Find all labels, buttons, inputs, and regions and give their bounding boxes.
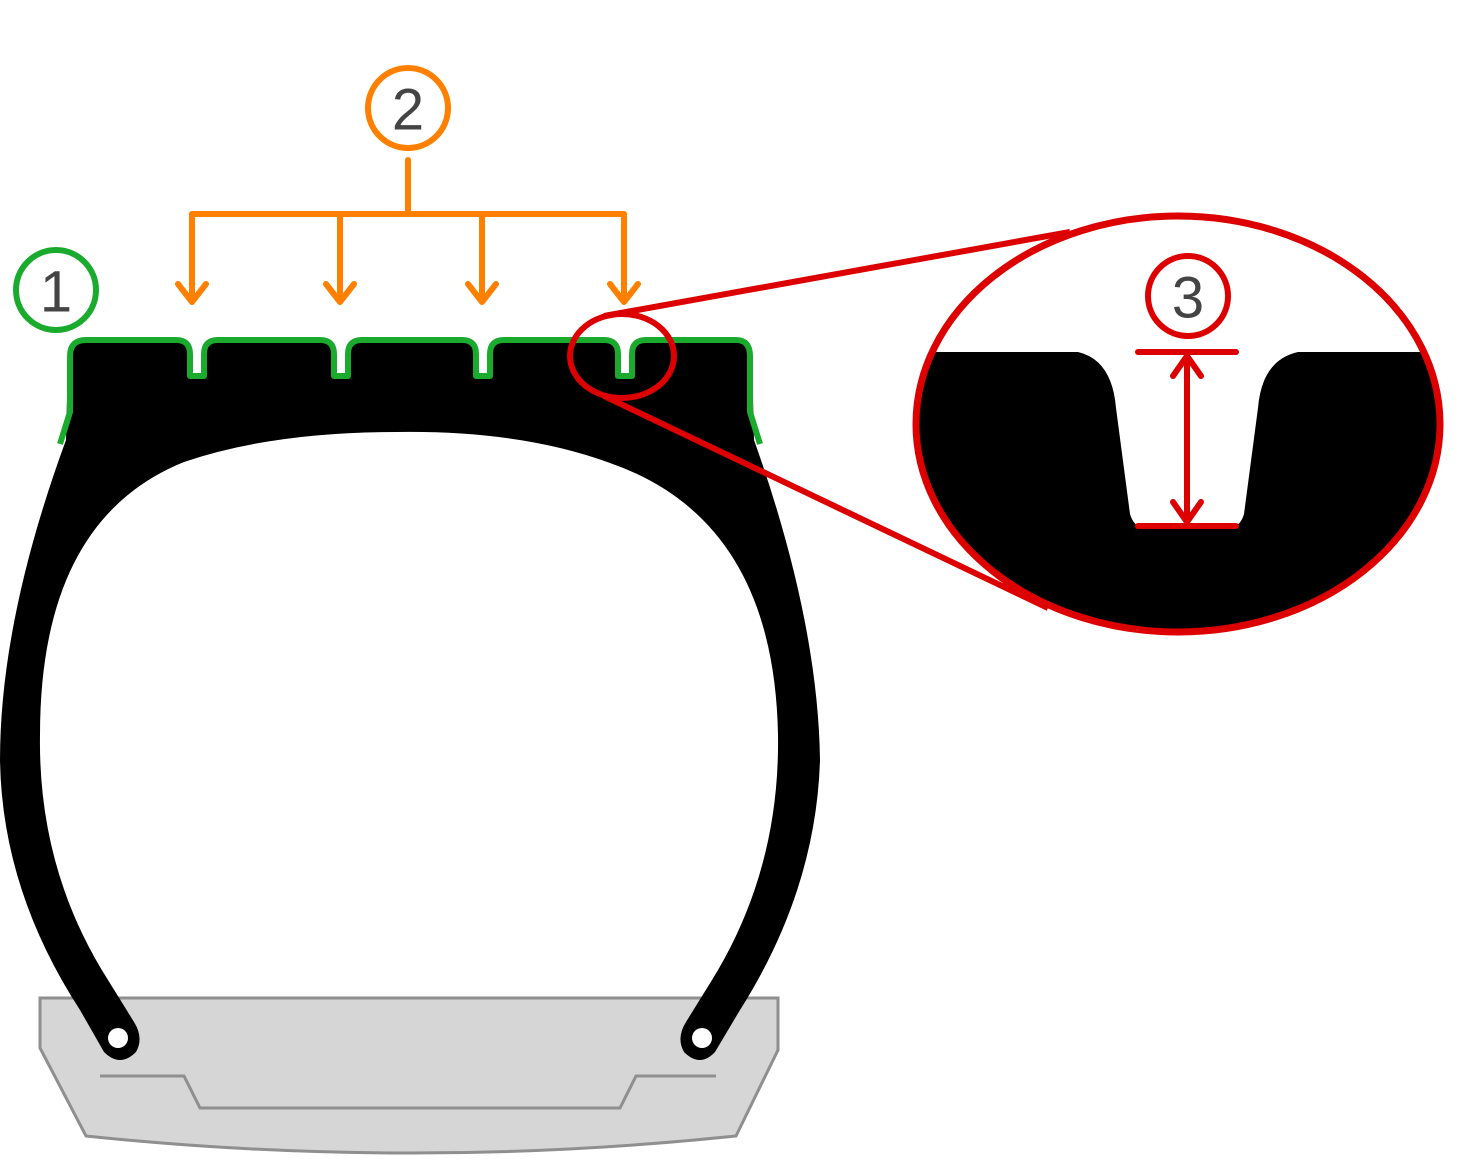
groove-arrow-3 — [465, 211, 499, 305]
callout-1: 1 — [13, 247, 99, 333]
callout-2-circle — [365, 65, 451, 151]
groove-depth-measure — [1135, 349, 1239, 529]
depth-arrow-head-down — [1170, 499, 1204, 525]
tire-body — [0, 342, 820, 1060]
magnified-groove — [916, 352, 1440, 632]
callout-3-circle — [1145, 253, 1231, 339]
groove-arrow-2 — [323, 211, 357, 305]
callout-1-number: 1 — [40, 260, 72, 325]
callout-3: 3 — [1145, 253, 1231, 339]
left-bead-hole — [108, 1028, 128, 1048]
callout-2-number: 2 — [392, 78, 424, 143]
magnifier-lens — [912, 212, 1444, 636]
groove-arrow-4 — [607, 211, 641, 305]
groove-arrow-1 — [175, 211, 209, 305]
wheel-rim-well — [100, 1074, 716, 1110]
depth-arrow-head-up — [1170, 353, 1204, 379]
magnifier-connector-bottom — [602, 393, 1050, 611]
right-bead-hole — [692, 1028, 712, 1048]
groove-arrows — [175, 157, 641, 305]
callout-2: 2 — [365, 65, 451, 151]
magnifier-connector-top — [603, 229, 1071, 319]
callout-3-number: 3 — [1172, 266, 1204, 331]
callout-1-circle — [13, 247, 99, 333]
tread-outline — [57, 337, 763, 445]
wheel-rim — [38, 996, 780, 1155]
